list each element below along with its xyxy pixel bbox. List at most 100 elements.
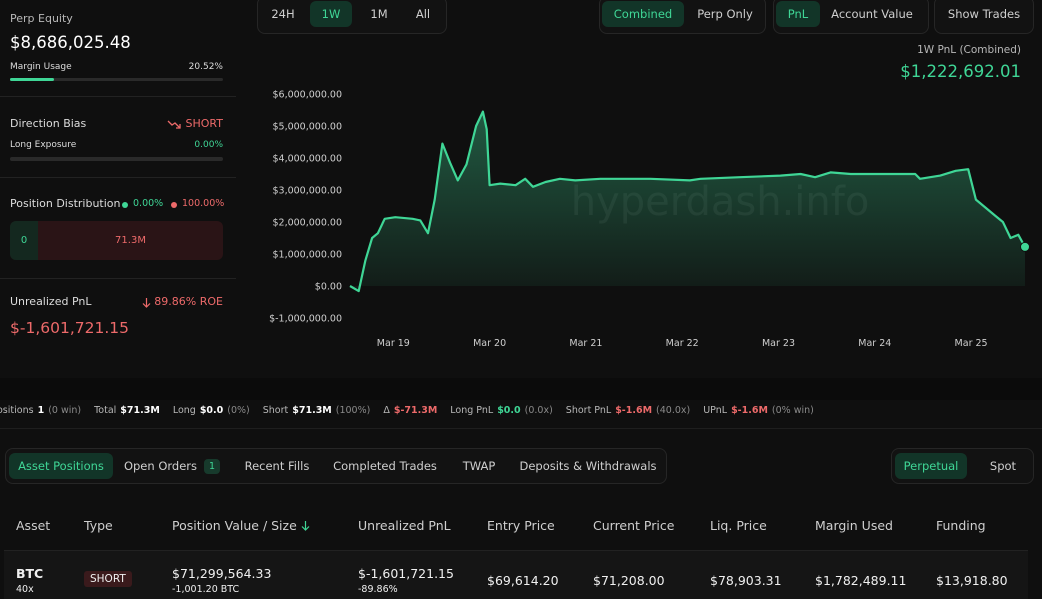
- short-dot: [171, 202, 177, 208]
- tab[interactable]: Asset Positions: [9, 453, 113, 479]
- toggle-button[interactable]: 1M: [370, 7, 388, 21]
- current-price: $71,208.00: [593, 573, 665, 588]
- stat-label: Δ: [383, 405, 390, 416]
- exposure-track: [10, 157, 223, 161]
- stat-label: Total: [94, 405, 117, 416]
- column-header: Type: [84, 518, 113, 533]
- funding: $13,918.80: [936, 573, 1008, 588]
- tab[interactable]: Open Orders 1: [116, 453, 228, 479]
- stat: Long PnL $0.0 (0.0x): [450, 405, 553, 416]
- stat: Δ $-71.3M: [383, 405, 437, 416]
- stat-value: $-1.6M: [615, 405, 653, 416]
- stat-note: (0.0x): [524, 405, 553, 416]
- stats-row: ositions 1 (0 win) Total $71.3M Long $0.0 (0%) S…: [0, 405, 814, 416]
- stat-label: ositions: [0, 405, 34, 416]
- market-tab[interactable]: Perpetual: [895, 453, 967, 479]
- distribution-bar: 0 71.3M: [10, 221, 223, 260]
- tab[interactable]: Recent Fills: [244, 459, 310, 473]
- market-tabs: Perpetual Spot: [891, 448, 1034, 484]
- stat: Short PnL $-1.6M (40.0x): [566, 405, 690, 416]
- toggle-button[interactable]: 24H: [271, 7, 295, 21]
- y-tick-label: $1,000,000.00: [272, 250, 342, 261]
- range-group: 24H 1W 1M All: [257, 0, 447, 34]
- column-header: Position Value / Size: [172, 518, 297, 533]
- show-trades-group: Show Trades: [934, 0, 1034, 34]
- stat-label: Short: [262, 405, 289, 416]
- long-dot: [122, 202, 128, 208]
- y-tick-label: $3,000,000.00: [272, 186, 342, 197]
- area: [350, 111, 1025, 292]
- x-tick-label: Mar 21: [569, 338, 602, 349]
- stat: Short $71.3M (100%): [263, 405, 371, 416]
- x-tick-label: Mar 25: [955, 338, 988, 349]
- trend-icon: [167, 120, 181, 129]
- long-exposure: 0.00%: [194, 140, 223, 150]
- y-tick-label: $4,000,000.00: [272, 154, 342, 165]
- margin-track: [10, 78, 223, 81]
- stat-label: Long: [172, 405, 196, 416]
- toggle-button[interactable]: Perp Only: [697, 7, 753, 21]
- label: Direction Bias: [10, 117, 87, 130]
- line: [349, 110, 1026, 293]
- stat-value: $-71.3M: [393, 405, 438, 416]
- stat: ositions 1 (0 win): [0, 405, 81, 416]
- column-header: Liq. Price: [710, 518, 767, 533]
- divider: [0, 177, 236, 178]
- unrealized-pnl: $-1,601,721.15: [10, 319, 129, 337]
- bias: SHORT: [185, 117, 223, 130]
- liq-price: $78,903.31: [710, 573, 782, 588]
- column-header: Funding: [936, 518, 986, 533]
- toggle-button[interactable]: Combined: [602, 1, 684, 27]
- entry-price: $69,614.20: [487, 573, 559, 588]
- sort-icon: [301, 521, 310, 531]
- roe: 89.86% ROE: [154, 295, 223, 308]
- margin-fill: [10, 78, 54, 81]
- margin-used: $1,782,489.11: [815, 573, 907, 588]
- column-header: Current Price: [593, 518, 675, 533]
- stat-value: $71.3M: [120, 405, 160, 416]
- stat-value: $0.0: [497, 405, 521, 416]
- tab[interactable]: Completed Trades: [333, 459, 437, 473]
- market-tab[interactable]: Spot: [989, 459, 1017, 473]
- x-tick-label: Mar 20: [473, 338, 506, 349]
- stat-label: Long PnL: [450, 405, 494, 416]
- table-row: [4, 550, 1028, 599]
- x-tick-label: Mar 19: [377, 338, 410, 349]
- end-point: [1020, 241, 1030, 252]
- x-tick-label: Mar 23: [762, 338, 795, 349]
- stat-value: $-1.6M: [731, 405, 768, 416]
- label: Unrealized PnL: [10, 295, 92, 308]
- stat-label: UPnL: [703, 405, 728, 416]
- stat-value: $71.3M: [292, 405, 332, 416]
- tab[interactable]: Deposits & Withdrawals: [519, 459, 657, 473]
- pnl-value: $1,222,692.01: [900, 62, 1021, 81]
- x-tick-label: Mar 24: [858, 338, 891, 349]
- tab[interactable]: TWAP: [462, 459, 496, 473]
- short-amount: 71.3M: [115, 235, 146, 246]
- show-trades[interactable]: Show Trades: [947, 7, 1021, 21]
- stat: Long $0.0 (0%): [173, 405, 250, 416]
- y-tick-label: $6,000,000.00: [272, 90, 342, 101]
- toggle-button[interactable]: Account Value: [831, 7, 913, 21]
- badge: 1: [204, 458, 221, 474]
- long-pct: 0.00%: [133, 198, 164, 209]
- y-tick-label: $-1,000,000.00: [269, 314, 342, 325]
- toggle-button[interactable]: PnL: [776, 1, 820, 27]
- toggle-button[interactable]: All: [415, 7, 431, 21]
- stat-label: Short PnL: [565, 405, 612, 416]
- long-amount-text: 0: [20, 235, 28, 246]
- unrealized-pnl: $-1,601,721.15: [358, 566, 454, 581]
- perp-equity: $8,686,025.48: [10, 33, 131, 52]
- toggle-button[interactable]: 1W: [310, 1, 352, 27]
- stat-note: (0 win): [48, 405, 82, 416]
- stat: UPnL $-1.6M (0% win): [703, 405, 814, 416]
- stat-note: (100%): [335, 405, 371, 416]
- stat-value: $0.0: [199, 405, 224, 416]
- type-pill: SHORT: [84, 571, 132, 587]
- position-value: $71,299,564.33: [172, 566, 272, 581]
- leverage: 40x: [16, 584, 34, 595]
- label: Margin Usage: [10, 62, 72, 72]
- short-pct: 100.00%: [182, 198, 225, 209]
- x-tick-label: Mar 22: [666, 338, 699, 349]
